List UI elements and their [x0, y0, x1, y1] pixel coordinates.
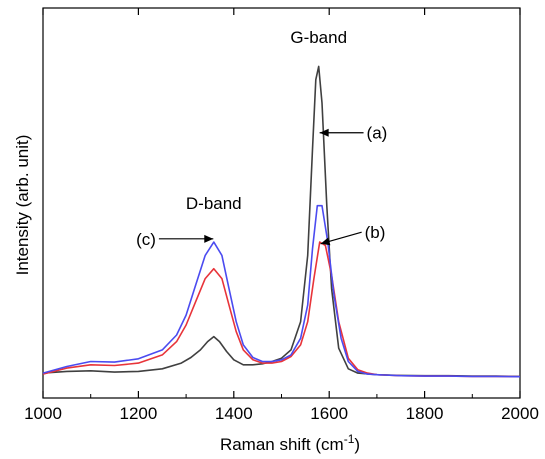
x-tick-label: 1400 — [215, 404, 253, 423]
annotations: G-band D-band (a) (b) (c) — [136, 28, 387, 249]
x-tick-label: 1600 — [310, 404, 348, 423]
band-label: G-band — [290, 28, 347, 47]
band-label: D-band — [186, 194, 242, 213]
annotation-arrowhead — [320, 237, 331, 246]
series-line-c — [42, 204, 521, 378]
x-tick-label: 2000 — [501, 404, 539, 423]
series-line-a — [42, 65, 521, 378]
series-lines — [42, 65, 521, 378]
y-axis-title: Intensity (arb. unit) — [13, 135, 32, 276]
annotation-arrowhead — [319, 128, 329, 137]
annotation-label: (a) — [367, 124, 388, 143]
annotation-arrowhead — [204, 234, 214, 243]
annotation-label: (b) — [365, 223, 386, 242]
x-tick-label: 1000 — [24, 404, 62, 423]
series-line-b — [42, 241, 521, 378]
axes: 1000 1200 1400 1600 1800 2000 — [24, 7, 539, 423]
x-tick-label: 1200 — [119, 404, 157, 423]
annotation-label: (c) — [136, 230, 156, 249]
x-tick-label: 1800 — [406, 404, 444, 423]
x-axis-title: Raman shift (cm-1) — [220, 432, 360, 454]
plot-frame — [42, 7, 521, 399]
